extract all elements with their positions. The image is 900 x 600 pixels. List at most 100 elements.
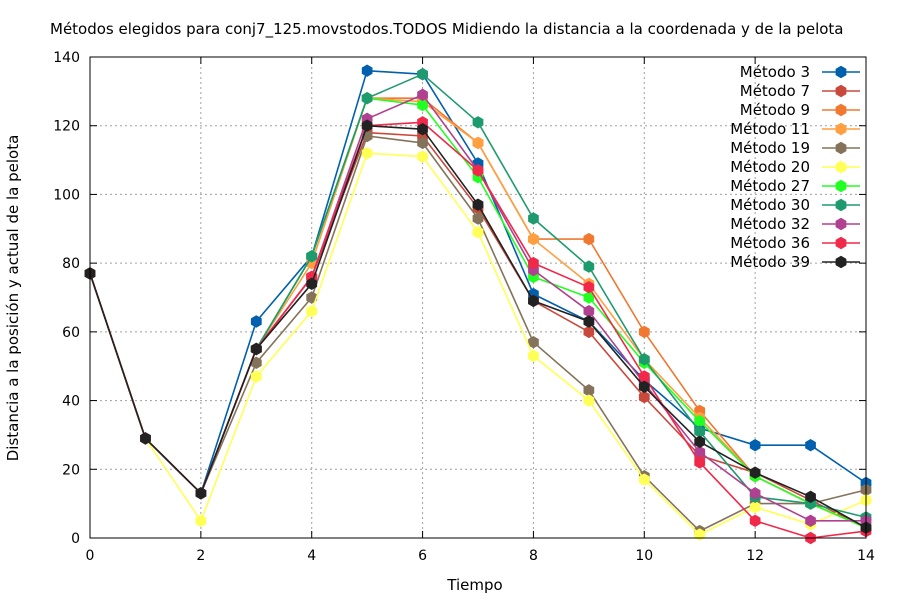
data-point (528, 212, 539, 225)
x-tick-label: 4 (307, 548, 316, 564)
data-point (528, 232, 539, 246)
data-point (417, 123, 428, 136)
y-tick-label: 120 (53, 119, 80, 135)
data-point (140, 432, 151, 445)
data-point (361, 92, 373, 105)
legend-label: Método 19 (730, 139, 810, 157)
data-point (638, 390, 650, 404)
data-point (361, 119, 373, 132)
data-point (472, 136, 484, 150)
legend-marker (835, 160, 847, 174)
x-tick-label: 2 (196, 548, 205, 564)
data-point (250, 356, 262, 369)
legend-marker (835, 255, 847, 269)
legend-marker (835, 217, 847, 231)
data-point (749, 466, 761, 479)
data-point (694, 435, 706, 448)
y-tick-label: 80 (62, 256, 80, 272)
plot-border (89, 56, 867, 539)
data-point (417, 136, 428, 150)
x-tick-label: 6 (418, 548, 427, 564)
x-tick-label: 8 (529, 548, 538, 564)
data-point (583, 315, 595, 328)
x-axis-label: Tiempo (446, 576, 502, 594)
x-tick-label: 10 (635, 548, 653, 564)
data-point (694, 415, 706, 428)
data-point (250, 370, 262, 383)
data-point (528, 256, 539, 270)
axis-ticks: 0 20 40 60 80 100 120 140 0 2 4 6 8 10 12 14 (53, 50, 875, 564)
data-point (195, 487, 207, 500)
data-point (417, 88, 428, 101)
legend-marker (835, 236, 847, 250)
x-tick-label: 0 (86, 548, 95, 564)
legend-label: Método 20 (730, 158, 810, 176)
data-point (250, 315, 262, 328)
legend-label: Método 36 (730, 234, 810, 252)
data-point (638, 353, 650, 366)
data-point (472, 164, 484, 177)
data-point (306, 277, 318, 290)
data-point (583, 291, 595, 304)
legend-label: Método 30 (730, 196, 810, 214)
data-point (528, 294, 539, 308)
data-point (417, 150, 428, 163)
data-point (472, 226, 484, 239)
data-point (472, 212, 484, 225)
y-axis-label: Distancia a la posición y actual de la p… (4, 135, 22, 462)
legend-marker (835, 65, 847, 79)
data-point (694, 456, 706, 469)
data-point (583, 384, 595, 397)
legend-marker (835, 122, 847, 136)
data-point (805, 439, 816, 452)
y-tick-label: 40 (62, 394, 80, 410)
data-point (528, 349, 539, 363)
data-point (472, 116, 484, 129)
data-point (583, 325, 595, 339)
y-tick-label: 140 (53, 50, 80, 66)
data-point (417, 68, 428, 81)
chart-title: Métodos elegidos para conj7_125.movstodo… (50, 20, 844, 39)
x-tick-label: 12 (746, 548, 764, 564)
data-point (638, 473, 650, 486)
data-point (749, 514, 761, 527)
data-point (638, 325, 650, 339)
data-point (195, 514, 207, 527)
data-point (361, 147, 373, 160)
legend-label: Método 11 (730, 120, 810, 138)
data-point (694, 425, 706, 438)
data-point (805, 514, 816, 527)
legend-label: Método 3 (740, 63, 810, 81)
data-point (583, 305, 595, 318)
data-point (417, 98, 428, 112)
legend-label: Método 9 (740, 101, 810, 119)
data-point (583, 260, 595, 273)
legend-marker (835, 179, 847, 193)
y-tick-label: 20 (62, 462, 80, 478)
data-point (749, 439, 761, 452)
data-point (306, 305, 318, 318)
data-point (749, 500, 761, 514)
y-tick-label: 100 (53, 187, 80, 203)
data-point (583, 232, 595, 246)
data-point (805, 490, 816, 503)
x-tick-label: 14 (857, 548, 875, 564)
data-point (306, 250, 318, 263)
data-point (528, 336, 539, 349)
data-point (250, 342, 262, 356)
legend-marker (835, 103, 847, 117)
data-point (638, 370, 650, 383)
data-point (583, 394, 595, 407)
legend-label: Método 39 (730, 253, 810, 271)
data-point (306, 291, 318, 304)
data-point (361, 64, 373, 77)
data-point (638, 380, 650, 393)
data-point (749, 487, 761, 500)
legend-marker (835, 141, 847, 155)
legend-marker (835, 84, 847, 98)
legend-marker (835, 198, 847, 212)
y-tick-label: 60 (62, 325, 80, 341)
legend-label: Método 32 (730, 215, 810, 233)
